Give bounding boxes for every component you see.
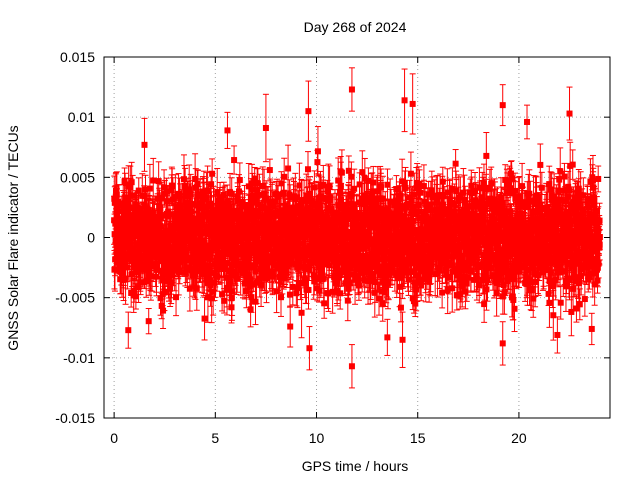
- point-marker: [113, 208, 120, 215]
- point-marker: [138, 266, 145, 273]
- point-marker: [165, 208, 172, 215]
- point-marker: [153, 273, 160, 280]
- point-marker: [116, 200, 123, 207]
- point-marker: [258, 281, 265, 288]
- point-marker: [161, 289, 168, 296]
- point-marker: [152, 232, 159, 239]
- point-marker: [135, 209, 142, 216]
- point-marker: [143, 278, 150, 285]
- point-marker: [112, 187, 119, 194]
- point-marker: [120, 203, 127, 210]
- point-marker: [166, 211, 173, 218]
- chart-title: Day 268 of 2024: [304, 19, 407, 35]
- point-marker: [119, 269, 126, 276]
- point-marker: [181, 252, 188, 259]
- point-marker: [155, 178, 162, 185]
- point-marker: [201, 315, 208, 322]
- point-marker: [187, 190, 194, 197]
- point-marker: [140, 237, 147, 244]
- point-marker: [123, 220, 130, 227]
- point-marker: [231, 157, 238, 164]
- data-point: [201, 296, 208, 341]
- point-marker: [173, 203, 180, 210]
- point-marker: [175, 190, 182, 197]
- point-marker: [146, 185, 153, 192]
- point-marker: [186, 186, 193, 193]
- data-point: [266, 158, 273, 182]
- point-marker: [164, 198, 171, 205]
- point-marker: [131, 258, 138, 265]
- point-marker: [209, 170, 216, 177]
- point-marker: [145, 206, 152, 213]
- point-marker: [128, 179, 135, 186]
- point-marker: [141, 203, 148, 210]
- point-marker: [159, 195, 166, 202]
- point-marker: [145, 318, 152, 325]
- point-marker: [143, 253, 150, 260]
- point-marker: [116, 222, 123, 229]
- point-marker: [176, 258, 183, 265]
- data-point: [145, 308, 152, 335]
- point-marker: [149, 263, 156, 270]
- point-marker: [165, 275, 172, 282]
- point-marker: [247, 306, 254, 313]
- point-marker: [147, 273, 154, 280]
- point-marker: [158, 256, 165, 263]
- point-marker: [122, 276, 129, 283]
- point-marker: [135, 187, 142, 194]
- point-marker: [167, 285, 174, 292]
- point-marker: [186, 285, 193, 292]
- point-marker: [137, 279, 144, 286]
- point-marker: [177, 202, 184, 209]
- point-marker: [130, 253, 137, 260]
- point-marker: [127, 218, 134, 225]
- point-marker: [172, 193, 179, 200]
- point-marker: [132, 293, 139, 300]
- point-marker: [139, 218, 146, 225]
- point-marker: [221, 297, 228, 304]
- point-marker: [122, 215, 129, 222]
- point-marker: [180, 176, 187, 183]
- point-marker: [157, 295, 164, 302]
- point-marker: [158, 229, 165, 236]
- point-marker: [172, 214, 179, 221]
- point-marker: [132, 233, 139, 240]
- point-marker: [175, 263, 182, 270]
- series-layer: [111, 67, 603, 389]
- point-marker: [182, 269, 189, 276]
- point-marker: [139, 192, 146, 199]
- point-marker: [142, 186, 149, 193]
- point-marker: [161, 184, 168, 191]
- point-marker: [156, 249, 163, 256]
- point-marker: [181, 182, 188, 189]
- point-marker: [168, 272, 175, 279]
- data-point: [150, 157, 157, 204]
- point-marker: [193, 285, 200, 292]
- point-marker: [129, 270, 136, 277]
- point-marker: [122, 195, 129, 202]
- point-marker: [150, 177, 157, 184]
- point-marker: [163, 188, 170, 195]
- point-marker: [266, 167, 273, 174]
- point-marker: [236, 176, 243, 183]
- point-marker: [194, 180, 201, 187]
- point-marker: [136, 223, 143, 230]
- data-point: [231, 145, 238, 175]
- point-marker: [188, 245, 195, 252]
- point-marker: [119, 253, 126, 260]
- point-marker: [173, 294, 180, 301]
- point-marker: [111, 199, 118, 206]
- point-marker: [131, 287, 138, 294]
- point-marker: [220, 192, 227, 199]
- point-marker: [112, 237, 119, 244]
- point-marker: [277, 294, 284, 301]
- point-marker: [124, 264, 131, 271]
- point-marker: [169, 182, 176, 189]
